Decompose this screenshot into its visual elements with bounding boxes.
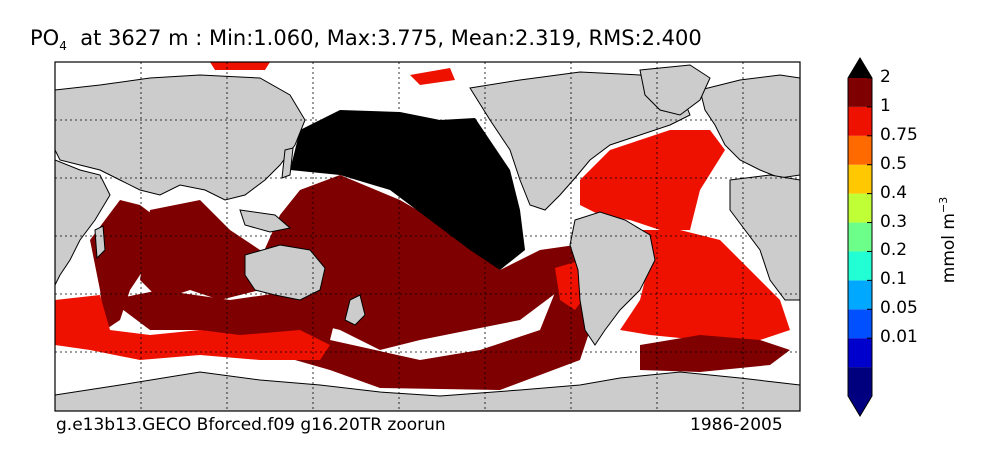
eurasia-land [55, 74, 306, 201]
madagascar-land [94, 225, 106, 260]
north-atlantic-region [580, 130, 725, 230]
map-frame [54, 61, 801, 412]
southern-indian-red-band [55, 295, 330, 360]
colorbar-swatch [848, 193, 872, 223]
pacific-deep-region [260, 175, 590, 350]
europe-land [699, 74, 800, 179]
run-name-label: g.e13b13.GECO Bforced.f09 g16.20TR zooru… [56, 415, 446, 435]
colorbar-tick-label: 1 [880, 95, 891, 116]
colorbar-tick-label: 0.3 [880, 211, 908, 232]
africa-land-east [729, 174, 800, 301]
antarctica-land [55, 371, 800, 411]
south-america-land [569, 211, 656, 346]
japan-land [281, 147, 294, 179]
colorbar-tick-label: 0.5 [880, 153, 908, 174]
arctic-red-patch-2 [210, 62, 270, 70]
north-america-land [469, 71, 691, 211]
colorbar-swatch [848, 251, 872, 281]
indonesia-land [239, 209, 292, 233]
colorbar-swatch [848, 222, 872, 252]
colorbar-tick-label: 0.75 [880, 124, 918, 145]
title-variable: PO [30, 26, 60, 50]
colorbar-swatch [848, 338, 872, 368]
colorbar-swatch [848, 280, 872, 310]
north-pacific-over-max [290, 110, 525, 270]
map-gridlines [55, 62, 800, 411]
title-rest: at 3627 m : Min:1.060, Max:3.775, Mean:2… [66, 26, 702, 50]
greenland-land [639, 64, 711, 116]
colorbar-over-triangle [848, 58, 872, 78]
units-base: mmol m [938, 213, 959, 284]
colorbar-tick-label: 0.2 [880, 240, 908, 261]
title-subscript: 4 [59, 39, 67, 54]
colorbar-tick-label: 0.05 [880, 298, 918, 319]
colorbar-tick-label: 2 [880, 67, 891, 87]
africa-land [55, 159, 111, 286]
arctic-red-patch [410, 68, 455, 85]
colorbar-tick-label: 0.01 [880, 327, 918, 348]
colorbar-swatch [848, 367, 872, 396]
australia-land [244, 244, 326, 301]
colorbar-tick-label: 0.4 [880, 182, 908, 203]
new-zealand-land [344, 294, 366, 326]
chart-title: PO4 at 3627 m : Min:1.060, Max:3.775, Me… [30, 26, 702, 53]
units-exponent: −3 [937, 196, 951, 213]
colorbar-swatch [848, 135, 872, 165]
south-atlantic-region [620, 230, 790, 340]
southern-ocean-region [110, 280, 600, 390]
colorbar-swatch [848, 78, 872, 107]
indian-ocean-region [90, 200, 160, 330]
colorbar-tick-label: 0.1 [880, 269, 908, 290]
colorbar-units-label: mmol m−3 [937, 197, 959, 283]
colorbar-swatch [848, 309, 872, 339]
period-label: 1986-2005 [690, 415, 783, 435]
colorbar-swatch [848, 106, 872, 136]
atlantic-deep-region [640, 335, 790, 372]
colorbar-frame [847, 57, 873, 417]
colorbar-swatch [848, 164, 872, 194]
colorbar-under-triangle [848, 396, 872, 416]
